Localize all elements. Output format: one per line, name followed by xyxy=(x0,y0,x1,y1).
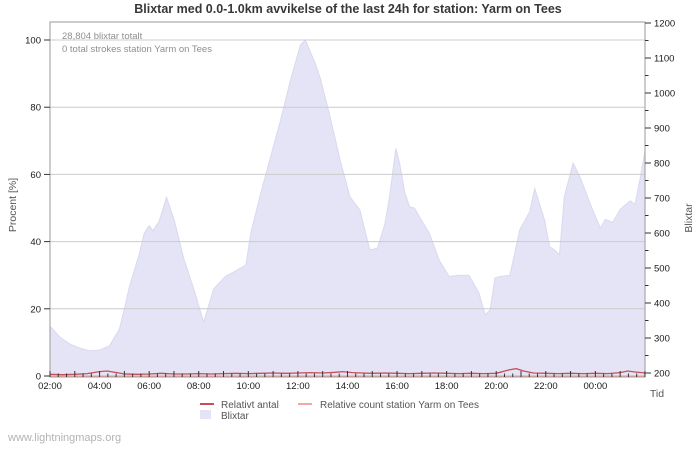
y-right-tick-label: 900 xyxy=(654,124,670,135)
x-tick-label: 10:00 xyxy=(236,381,260,392)
y-axis-label-left: Procent [%] xyxy=(7,178,19,232)
y-right-tick-label: 800 xyxy=(654,159,670,170)
legend: Relativt antal Relative count station Ya… xyxy=(200,400,479,422)
x-tick-label: 16:00 xyxy=(385,381,409,392)
x-tick-label: 14:00 xyxy=(336,381,360,392)
legend-label-relativt-antal: Relativt antal xyxy=(221,400,279,411)
line-series-relativt-antal xyxy=(49,367,646,376)
annotation-station-strokes: 0 total strokes station Yarm on Tees xyxy=(62,44,212,55)
y-right-tick-label: 200 xyxy=(654,369,670,380)
annotation-total-strokes: 28,804 blixtar totalt xyxy=(62,31,143,42)
legend-swatch-blixtar xyxy=(200,410,211,419)
y-right-tick-label: 300 xyxy=(654,334,670,345)
x-axis-label: Tid xyxy=(650,388,664,400)
x-tick-label: 00:00 xyxy=(584,381,608,392)
legend-label-relative-count-station: Relative count station Yarm on Tees xyxy=(320,400,479,411)
y-left-tick-label: 40 xyxy=(30,237,41,248)
y-right-tick-label: 700 xyxy=(654,194,670,205)
y-left-tick-label: 80 xyxy=(30,103,41,114)
axis-ticks: 02:00 04:00 06:00 08:00 10:00 12:00 14:00 16:00… xyxy=(25,19,675,393)
x-tick-label: 22:00 xyxy=(534,381,558,392)
y-left-tick-label: 0 xyxy=(36,372,41,383)
legend-label-blixtar: Blixtar xyxy=(221,411,249,422)
area-series-blixtar xyxy=(49,39,646,378)
y-right-tick-label: 500 xyxy=(654,264,670,275)
y-axis-label-right: Blixtar xyxy=(683,203,695,233)
y-left-tick-label: 60 xyxy=(30,170,41,181)
x-tick-label: 02:00 xyxy=(38,381,62,392)
x-tick-label: 12:00 xyxy=(286,381,310,392)
x-tick-label: 18:00 xyxy=(435,381,459,392)
watermark: www.lightningmaps.org xyxy=(7,432,121,444)
y-right-tick-label: 1000 xyxy=(654,89,675,100)
y-left-tick-label: 100 xyxy=(25,36,41,47)
x-tick-label: 08:00 xyxy=(187,381,211,392)
y-right-tick-label: 600 xyxy=(654,229,670,240)
y-left-tick-label: 20 xyxy=(30,304,41,315)
y-right-tick-label: 1200 xyxy=(654,19,675,30)
chart-title: Blixtar med 0.0-1.0km avvikelse of the l… xyxy=(134,2,562,16)
y-right-tick-label: 400 xyxy=(654,299,670,310)
x-tick-label: 06:00 xyxy=(137,381,161,392)
plot-area xyxy=(49,21,646,378)
x-tick-label: 20:00 xyxy=(484,381,508,392)
x-tick-label: 04:00 xyxy=(88,381,112,392)
y-right-tick-label: 1100 xyxy=(654,54,674,65)
